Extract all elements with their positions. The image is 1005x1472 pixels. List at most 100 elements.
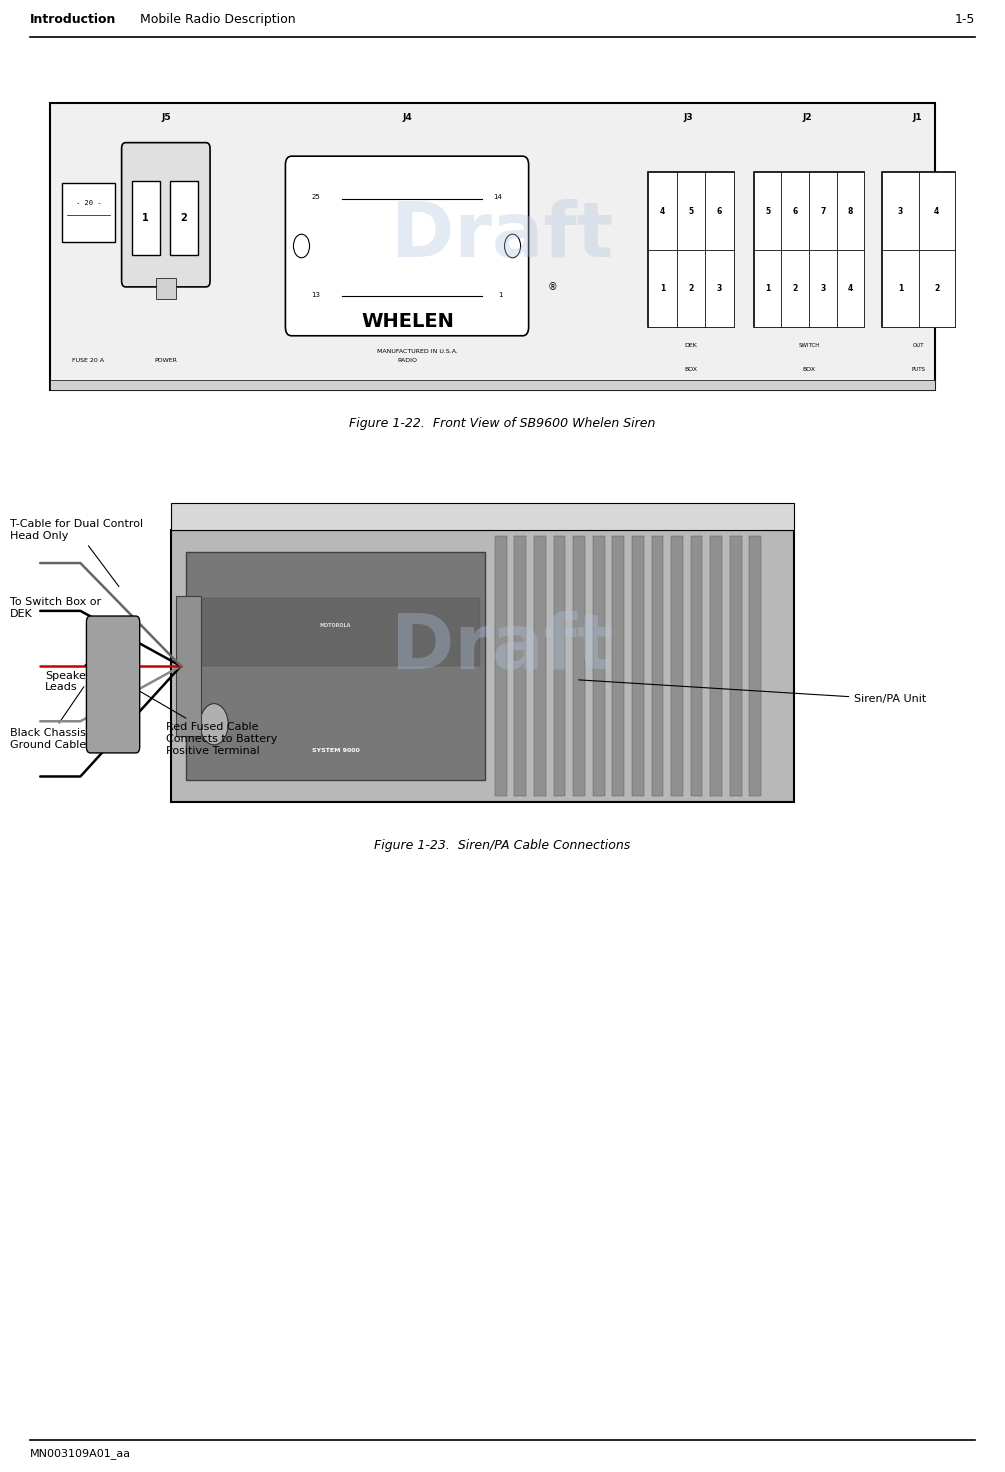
Text: WHELEN: WHELEN	[362, 312, 454, 331]
Text: ®: ®	[548, 283, 558, 291]
Text: OUT: OUT	[913, 343, 925, 349]
Text: 7: 7	[820, 206, 825, 215]
Text: Introduction: Introduction	[30, 13, 117, 26]
Text: J1: J1	[913, 113, 923, 122]
Text: 4: 4	[660, 206, 665, 215]
Bar	[171, 503, 794, 530]
Text: 2: 2	[688, 284, 693, 293]
Text: 1: 1	[660, 284, 665, 293]
Text: PUTS: PUTS	[912, 367, 926, 372]
Bar	[706, 250, 734, 327]
Bar	[186, 552, 485, 780]
Bar	[171, 530, 794, 802]
Circle shape	[293, 234, 310, 258]
Bar	[132, 181, 160, 255]
Bar	[62, 183, 115, 241]
Text: J5: J5	[161, 113, 171, 122]
Text: Black Chassis
Ground Cable: Black Chassis Ground Cable	[10, 687, 86, 749]
Text: SWITCH: SWITCH	[798, 343, 820, 349]
Text: J3: J3	[683, 113, 693, 122]
Text: SYSTEM 9000: SYSTEM 9000	[312, 748, 360, 754]
Text: Draft: Draft	[391, 611, 614, 684]
Bar	[573, 536, 585, 796]
Bar	[593, 536, 605, 796]
Bar	[690, 536, 702, 796]
Text: 1: 1	[498, 291, 502, 297]
Text: Draft: Draft	[391, 199, 614, 272]
Text: 6: 6	[717, 206, 722, 215]
Text: 3: 3	[717, 284, 722, 293]
Text: BOX: BOX	[684, 367, 696, 372]
Text: 2: 2	[793, 284, 798, 293]
Bar	[50, 103, 935, 390]
Text: J2: J2	[802, 113, 812, 122]
Bar	[515, 536, 527, 796]
FancyBboxPatch shape	[285, 156, 529, 336]
Bar	[648, 172, 676, 250]
Text: POWER: POWER	[155, 358, 177, 364]
Text: To Switch Box or
DEK: To Switch Box or DEK	[10, 598, 108, 624]
Text: MN003109A01_aa: MN003109A01_aa	[30, 1448, 132, 1459]
Circle shape	[200, 704, 228, 745]
FancyBboxPatch shape	[86, 615, 140, 754]
Text: T-Cable for Dual Control
Head Only: T-Cable for Dual Control Head Only	[10, 520, 143, 586]
Text: 1: 1	[143, 213, 149, 222]
Text: RADIO: RADIO	[397, 358, 417, 364]
Text: Red Fused Cable
Connects to Battery
Positive Terminal: Red Fused Cable Connects to Battery Posi…	[118, 679, 277, 755]
Bar	[706, 172, 734, 250]
Bar	[170, 181, 198, 255]
Bar	[809, 172, 836, 250]
Text: 1: 1	[765, 284, 770, 293]
Bar	[750, 536, 761, 796]
Text: Figure 1-23.  Siren/PA Cable Connections: Figure 1-23. Siren/PA Cable Connections	[375, 839, 630, 852]
Bar	[711, 536, 722, 796]
Text: 25: 25	[312, 194, 321, 200]
Bar	[632, 536, 643, 796]
Bar	[782, 172, 809, 250]
Bar	[554, 536, 566, 796]
Text: Siren/PA Unit: Siren/PA Unit	[579, 680, 927, 704]
Text: 5: 5	[765, 206, 770, 215]
Bar	[754, 172, 864, 327]
Text: 2: 2	[181, 213, 187, 222]
Text: MOTOROLA: MOTOROLA	[320, 623, 351, 627]
FancyBboxPatch shape	[122, 143, 210, 287]
Text: BOX: BOX	[803, 367, 815, 372]
Text: J4: J4	[402, 113, 412, 122]
Bar	[156, 278, 176, 299]
Text: 1-5: 1-5	[955, 13, 975, 26]
Text: MANUFACTURED IN U.S.A.: MANUFACTURED IN U.S.A.	[377, 349, 457, 353]
Text: 2: 2	[934, 284, 940, 293]
Text: FUSE 20 A: FUSE 20 A	[72, 358, 105, 364]
Text: Mobile Radio Description: Mobile Radio Description	[136, 13, 295, 26]
Bar	[648, 172, 734, 327]
Bar	[809, 250, 836, 327]
Bar	[782, 250, 809, 327]
Bar	[754, 250, 782, 327]
Text: 6: 6	[793, 206, 798, 215]
Bar	[176, 596, 201, 736]
Text: 4: 4	[934, 206, 940, 215]
Text: Figure 1-22.  Front View of SB9600 Whelen Siren: Figure 1-22. Front View of SB9600 Whelen…	[350, 417, 655, 430]
Bar	[837, 172, 864, 250]
Bar	[671, 536, 682, 796]
Bar	[191, 598, 480, 665]
Bar	[612, 536, 624, 796]
Bar	[882, 172, 955, 327]
Bar	[494, 536, 507, 796]
Bar	[882, 250, 919, 327]
Text: 13: 13	[312, 291, 321, 297]
Bar	[651, 536, 663, 796]
Bar	[648, 250, 676, 327]
Bar	[676, 250, 706, 327]
Text: 5: 5	[688, 206, 693, 215]
Text: 4: 4	[848, 284, 853, 293]
Text: 8: 8	[848, 206, 853, 215]
Text: DEK: DEK	[684, 343, 696, 349]
Bar	[50, 380, 935, 390]
Text: 14: 14	[493, 194, 502, 200]
Bar	[919, 172, 955, 250]
Bar	[534, 536, 546, 796]
Circle shape	[505, 234, 521, 258]
Bar	[837, 250, 864, 327]
